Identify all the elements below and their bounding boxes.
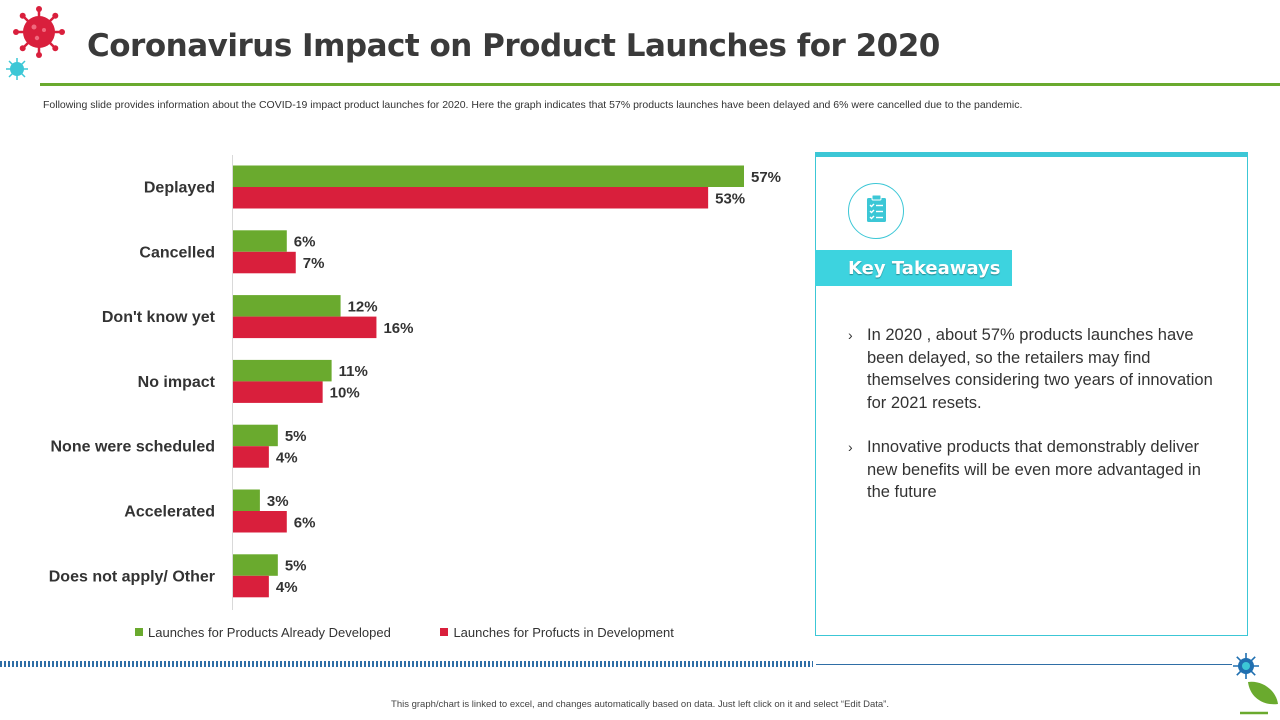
- green-leaf-icon: [1240, 681, 1278, 715]
- bar-already-developed[interactable]: [233, 554, 278, 576]
- category-label: Don't know yet: [102, 309, 216, 326]
- takeaway-text: In 2020 , about 57% products launches ha…: [867, 326, 1213, 412]
- footer-dotted-divider: [0, 661, 813, 667]
- bar-in-development[interactable]: [233, 316, 377, 339]
- data-label: 53%: [715, 190, 745, 207]
- slide-description: Following slide provides information abo…: [43, 99, 1023, 111]
- data-label: 10%: [330, 385, 360, 402]
- bar-in-development[interactable]: [233, 251, 296, 274]
- bar-already-developed[interactable]: [233, 230, 287, 252]
- bar-already-developed[interactable]: [233, 359, 332, 382]
- chart-legend: Launches for Products Already Developed …: [135, 624, 720, 640]
- category-label: Does not apply/ Other: [49, 568, 215, 585]
- category-label: Cancelled: [139, 244, 215, 261]
- page-title: Coronavirus Impact on Product Launches f…: [87, 28, 940, 64]
- takeaway-text: Innovative products that demonstrably de…: [867, 438, 1201, 501]
- data-label: 6%: [294, 234, 316, 251]
- data-label: 12%: [348, 298, 378, 315]
- takeaways-panel: [815, 152, 1248, 636]
- legend-item-in-development: Launches for Profucts in Development: [440, 624, 674, 640]
- takeaway-bullet: › In 2020 , about 57% products launches …: [848, 324, 1228, 414]
- blue-virus-icon: [1233, 653, 1259, 679]
- data-label: 4%: [276, 579, 298, 596]
- data-label: 7%: [303, 255, 325, 272]
- data-label: 6%: [294, 514, 316, 531]
- clipboard-checklist-icon: [848, 183, 904, 239]
- bar-chart[interactable]: Deplayed 57% 53% Cancelled 6% 7% Don't know ye…: [0, 140, 810, 620]
- data-label: 16%: [383, 320, 413, 337]
- teal-virus-icon: [6, 58, 28, 80]
- bar-in-development[interactable]: [233, 381, 323, 403]
- footer-solid-divider: [816, 664, 1232, 665]
- category-label: Accelerated: [124, 504, 215, 521]
- data-label: 11%: [339, 363, 368, 380]
- chevron-right-icon: ›: [848, 327, 853, 343]
- footer-note: This graph/chart is linked to excel, and…: [391, 699, 889, 710]
- chevron-right-icon: ›: [848, 439, 853, 455]
- data-label: 4%: [276, 449, 298, 466]
- red-virus-icon: [13, 6, 65, 58]
- bar-in-development[interactable]: [233, 446, 269, 468]
- legend-swatch-red: [440, 628, 449, 636]
- bar-in-development[interactable]: [233, 511, 287, 533]
- takeaway-bullet: › Innovative products that demonstrably …: [848, 436, 1228, 504]
- data-label: 57%: [751, 169, 781, 186]
- category-label: Deplayed: [144, 180, 215, 197]
- bar-already-developed[interactable]: [233, 489, 260, 512]
- data-label: 3%: [267, 493, 289, 510]
- legend-swatch-green: [135, 628, 143, 636]
- legend-label: Launches for Products Already Developed: [148, 624, 391, 640]
- title-divider: [40, 83, 1280, 86]
- category-label: No impact: [138, 374, 216, 391]
- bar-in-development[interactable]: [233, 187, 709, 209]
- bar-already-developed[interactable]: [233, 165, 744, 188]
- data-label: 5%: [285, 558, 307, 575]
- legend-item-already-developed: Launches for Products Already Developed: [135, 625, 391, 640]
- bar-already-developed[interactable]: [233, 424, 278, 447]
- legend-label: Launches for Profucts in Development: [453, 624, 674, 640]
- category-label: None were scheduled: [51, 439, 216, 456]
- bar-already-developed[interactable]: [233, 295, 341, 317]
- data-label: 5%: [285, 428, 307, 445]
- bar-in-development[interactable]: [233, 575, 269, 598]
- key-takeaways-heading: Key Takeaways: [815, 250, 1012, 286]
